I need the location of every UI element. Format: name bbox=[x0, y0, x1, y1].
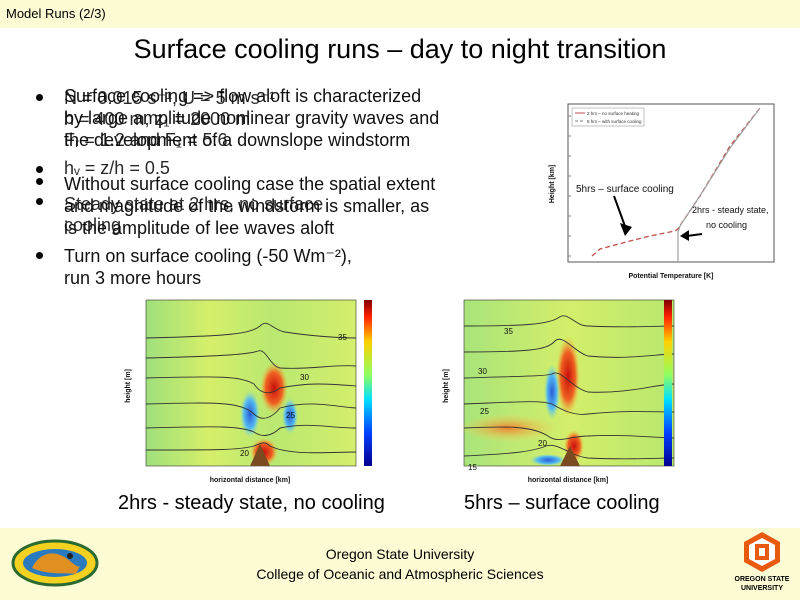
bullet-1-line: the development of a downslope windstorm bbox=[64, 130, 411, 150]
legend-label-1: 2 hrs – no surface heating bbox=[587, 111, 640, 116]
bullet-1-line: by large amplitude nonlinear gravity wav… bbox=[64, 108, 440, 128]
bullet-3-line: run 3 more hours bbox=[64, 268, 202, 288]
plot-frame bbox=[567, 103, 775, 263]
osu-logo-svg bbox=[744, 532, 780, 572]
right-field-plot: 35 30 25 20 15 height [m] horizontal dis… bbox=[428, 296, 718, 488]
bullet-3-line: Turn on surface cooling (-50 Wm⁻²), bbox=[64, 246, 352, 266]
footer-bar bbox=[0, 528, 800, 600]
profile-chart-svg: 2 hrs – no surface heating 5 hrs – with … bbox=[549, 103, 775, 280]
right-colorbar bbox=[664, 300, 672, 466]
overlay-line: Fᵣ = 1.2 and F₁ = 5.6 bbox=[64, 130, 228, 150]
left-mountain bbox=[250, 444, 270, 466]
profile-5hr-line bbox=[591, 107, 761, 257]
arrowhead-5hr bbox=[620, 223, 632, 236]
osu-name-1: OREGON STATE bbox=[734, 576, 790, 583]
left-ylabel: height [m] bbox=[125, 369, 132, 403]
overlay-line: Steady state at 2 hrs, no surface bbox=[64, 194, 324, 214]
arrow-2hr bbox=[686, 233, 703, 237]
right-mountain bbox=[560, 446, 580, 466]
left-contour-label: 25 bbox=[286, 411, 295, 420]
bullet-2-line: and magnitude of the windstorm is smalle… bbox=[64, 196, 430, 216]
left-caption: 2hrs - steady state, no cooling bbox=[118, 492, 385, 514]
bullet-dot bbox=[36, 94, 43, 101]
right-ylabel: height [m] bbox=[443, 369, 450, 403]
overlay-line: cooling bbox=[64, 215, 122, 235]
bullet-1-line: Surface cooling => flow aloft is charact… bbox=[64, 86, 422, 106]
annotation-5hr: 5hrs – surface cooling bbox=[576, 184, 674, 195]
annotation-2hr-2: no cooling bbox=[706, 220, 747, 230]
profile-2hr-line bbox=[677, 107, 761, 262]
overlay-line: N = 0.015 s⁻¹, U = 5 m s⁻¹ bbox=[64, 88, 276, 108]
left-contours bbox=[145, 322, 357, 454]
right-blue-lobe bbox=[544, 364, 560, 420]
footer-line-2: College of Oceanic and Atmospheric Scien… bbox=[256, 566, 544, 582]
left-xlabel: horizontal distance [km] bbox=[210, 477, 291, 484]
right-caption: 5hrs – surface cooling bbox=[464, 492, 660, 514]
left-blue-lobe bbox=[240, 390, 260, 438]
right-blue-base bbox=[530, 454, 566, 466]
axis-ticks bbox=[568, 115, 571, 257]
arrow-5hr bbox=[613, 195, 627, 230]
legend-label-2: 5 hrs – with surface cooling bbox=[587, 119, 642, 124]
right-contour-label: 25 bbox=[480, 407, 489, 416]
left-colorbar bbox=[364, 300, 372, 466]
bullet-dot bbox=[36, 178, 43, 185]
left-field-svg: 35 30 25 20 height [m] horizontal distan… bbox=[125, 299, 372, 484]
right-xlabel: horizontal distance [km] bbox=[528, 477, 609, 484]
arrowhead-2hr bbox=[680, 230, 689, 241]
right-contours bbox=[463, 315, 675, 460]
bullet-dot bbox=[36, 252, 43, 259]
left-field-area bbox=[145, 299, 357, 467]
bullet-dot bbox=[36, 166, 43, 173]
slide-title: Surface cooling runs – day to night tran… bbox=[133, 34, 667, 64]
overlay-line: h = 400 m, z₁ = 2000 m bbox=[64, 109, 251, 129]
right-contour-label: 20 bbox=[538, 439, 547, 448]
coas-logo-svg bbox=[11, 539, 99, 587]
left-red-upper bbox=[260, 362, 288, 414]
left-contour-label: 35 bbox=[338, 333, 347, 342]
bullet-2-line: Without surface cooling case the spatial… bbox=[64, 174, 436, 194]
profile-inset-chart: 2 hrs – no surface heating 5 hrs – with … bbox=[540, 96, 790, 286]
inset-xlabel: Potential Temperature [K] bbox=[628, 273, 713, 280]
left-field-plot: 35 30 25 20 height [m] horizontal distan… bbox=[110, 296, 390, 488]
footer-line-1: Oregon State University bbox=[325, 546, 475, 562]
header-title: Model Runs (2/3) bbox=[6, 6, 106, 21]
coas-logo bbox=[10, 538, 100, 588]
bullet-dot bbox=[36, 198, 43, 205]
inset-ylabel: Height [km] bbox=[549, 165, 556, 204]
left-contour-label: 20 bbox=[240, 449, 249, 458]
right-field-svg: 35 30 25 20 15 height [m] horizontal dis… bbox=[443, 299, 675, 484]
right-contour-label: 35 bbox=[504, 327, 513, 336]
osu-name-2: UNIVERSITY bbox=[740, 585, 783, 592]
bullet-2-line: is the amplitude of lee waves aloft bbox=[64, 218, 335, 238]
right-contour-label: 15 bbox=[468, 463, 477, 472]
header-bar: Model Runs (2/3) bbox=[0, 0, 800, 28]
left-contour-label: 30 bbox=[300, 373, 309, 382]
inset-legend bbox=[571, 107, 645, 127]
overlay-line: hᵥ = z/h = 0.5 bbox=[64, 158, 170, 178]
right-orange-band bbox=[458, 414, 558, 442]
right-contour-label: 30 bbox=[478, 367, 487, 376]
right-red-upper bbox=[556, 336, 580, 416]
annotation-2hr-1: 2hrs - steady state, bbox=[692, 205, 769, 215]
osu-logo bbox=[730, 530, 794, 596]
